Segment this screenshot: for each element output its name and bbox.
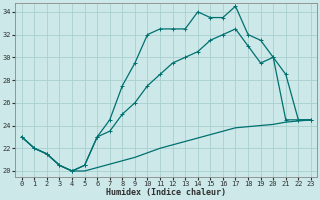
X-axis label: Humidex (Indice chaleur): Humidex (Indice chaleur) [106, 188, 226, 197]
